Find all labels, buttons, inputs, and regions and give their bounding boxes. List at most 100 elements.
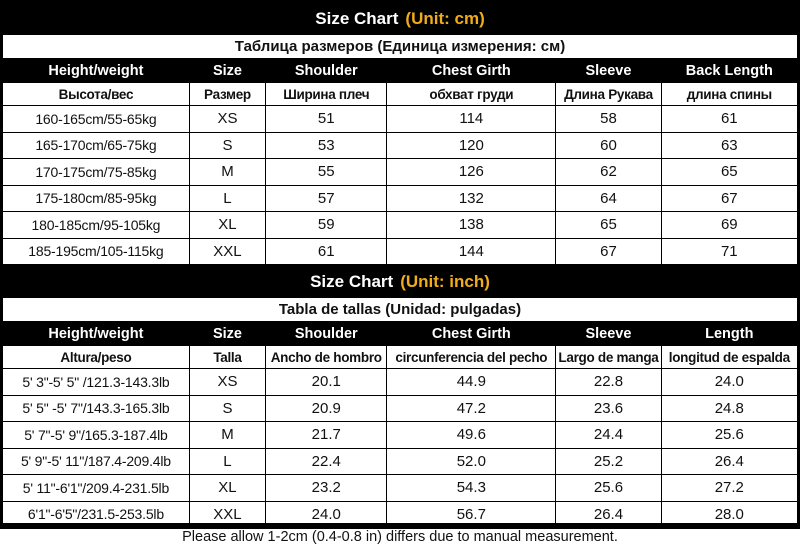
table-cell: 23.6 [555,394,662,422]
table-cell: 25.6 [555,474,662,502]
table-cell: 56.7 [386,500,557,528]
column-subheader: Talla [188,345,267,369]
column-header-size: Size [188,58,267,83]
table-cell: 120 [386,131,557,159]
section-subtitle: Tabla de tallas (Unidad: pulgadas) [2,297,798,322]
table-cell: 132 [386,184,557,212]
table-row: 5' 9"-5' 11"/187.4-209.4lb L 22.4 52.0 25.2 2… [2,447,799,475]
table-cell: 21.7 [265,421,388,449]
table-cell: 114 [386,105,557,133]
table-cell: 26.4 [660,447,799,475]
table-cell: 63 [660,131,799,159]
table-cell: 58 [555,105,662,133]
size-chart-table-inch: Size Chart (Unit: inch) Tabla de tallas (… [2,265,799,528]
column-header-sleeve: Sleeve [555,58,662,83]
table-cell: 53 [265,131,388,159]
table-cell: 71 [660,237,799,265]
table-cell: 26.4 [555,500,662,528]
table-cell: 64 [555,184,662,212]
table-cell: XS [188,368,267,396]
table-cell: L [188,184,267,212]
table-row: 185-195cm/105-115kg XXL 61 144 67 71 [2,237,799,265]
table-cell: 20.9 [265,394,388,422]
table-cell: S [188,131,267,159]
table-cell: 126 [386,158,557,186]
table-cell: 51 [265,105,388,133]
column-header-height-weight: Height/weight [2,58,190,83]
table-cell: 54.3 [386,474,557,502]
header-row-local: Высота/вес Размер Ширина плеч обхват груди Д… [2,82,799,106]
column-subheader: Высота/вес [2,82,190,106]
table-cell: 22.4 [265,447,388,475]
section-subtitle-row-inch: Tabla de tallas (Unidad: pulgadas) [2,297,798,322]
table-cell: 69 [660,211,799,239]
table-cell: XXL [188,500,267,528]
table-cell: L [188,447,267,475]
section-title-bar-cm: Size Chart (Unit: cm) [2,2,798,35]
column-header-shoulder: Shoulder [265,58,388,83]
table-cell: 5' 11"-6'1"/209.4-231.5lb [2,474,190,502]
table-cell: 67 [660,184,799,212]
column-header-size: Size [188,321,267,346]
table-cell: XL [188,474,267,502]
table-row: 165-170cm/65-75kg S 53 120 60 63 [2,131,799,159]
column-subheader: Largo de manga [555,345,662,369]
column-header-chest-girth: Chest Girth [386,321,557,346]
table-cell: 60 [555,131,662,159]
table-cell: 24.4 [555,421,662,449]
column-header-shoulder: Shoulder [265,321,388,346]
column-subheader: Altura/peso [2,345,190,369]
column-header-length: Length [660,321,799,346]
table-cell: 65 [660,158,799,186]
table-cell: 5' 5" -5' 7"/143.3-165.3lb [2,394,190,422]
table-cell: M [188,421,267,449]
table-cell: 20.1 [265,368,388,396]
section-title-inch: Size Chart (Unit: inch) [2,265,798,298]
table-cell: 6'1"-6'5"/231.5-253.5lb [2,500,190,528]
table-cell: 55 [265,158,388,186]
table-cell: 165-170cm/65-75kg [2,131,190,159]
table-cell: 138 [386,211,557,239]
column-subheader: Ширина плеч [265,82,388,106]
column-header-back-length: Back Length [660,58,799,83]
table-cell: 175-180cm/85-95kg [2,184,190,212]
table-cell: 62 [555,158,662,186]
table-cell: 23.2 [265,474,388,502]
column-subheader: longitud de espalda [660,345,799,369]
column-header-sleeve: Sleeve [555,321,662,346]
table-cell: 170-175cm/75-85kg [2,158,190,186]
section-title-main: Size Chart [310,271,394,291]
table-row: 170-175cm/75-85kg M 55 126 62 65 [2,158,799,186]
table-cell: 24.0 [660,368,799,396]
table-row: 5' 5" -5' 7"/143.3-165.3lb S 20.9 47.2 23.6 2… [2,394,799,422]
table-cell: XL [188,211,267,239]
table-row: 6'1"-6'5"/231.5-253.5lb XXL 24.0 56.7 26.4 28… [2,500,799,528]
table-cell: M [188,158,267,186]
table-cell: 49.6 [386,421,557,449]
table-cell: 5' 3"-5' 5" /121.3-143.3lb [2,368,190,396]
section-title-unit: (Unit: inch) [400,271,490,291]
table-cell: 61 [660,105,799,133]
column-subheader: обхват груди [386,82,557,106]
column-subheader: Ancho de hombro [265,345,388,369]
table-row: 160-165cm/55-65kg XS 51 114 58 61 [2,105,799,133]
table-row: 180-185cm/95-105kg XL 59 138 65 69 [2,211,799,239]
table-cell: 180-185cm/95-105kg [2,211,190,239]
table-cell: 67 [555,237,662,265]
table-cell: 57 [265,184,388,212]
column-subheader: Размер [188,82,267,106]
section-title-unit: (Unit: cm) [405,8,485,28]
header-row-en: Height/weight Size Shoulder Chest Girth Slee… [2,321,799,346]
table-cell: 27.2 [660,474,799,502]
table-cell: 24.0 [265,500,388,528]
table-row: 175-180cm/85-95kg L 57 132 64 67 [2,184,799,212]
table-cell: 5' 9"-5' 11"/187.4-209.4lb [2,447,190,475]
table-cell: 61 [265,237,388,265]
table-cell: 25.6 [660,421,799,449]
section-title-cm: Size Chart (Unit: cm) [2,2,798,35]
table-cell: 52.0 [386,447,557,475]
table-cell: XXL [188,237,267,265]
measurement-disclaimer: Please allow 1-2cm (0.4-0.8 in) differs … [2,528,798,545]
table-cell: 47.2 [386,394,557,422]
